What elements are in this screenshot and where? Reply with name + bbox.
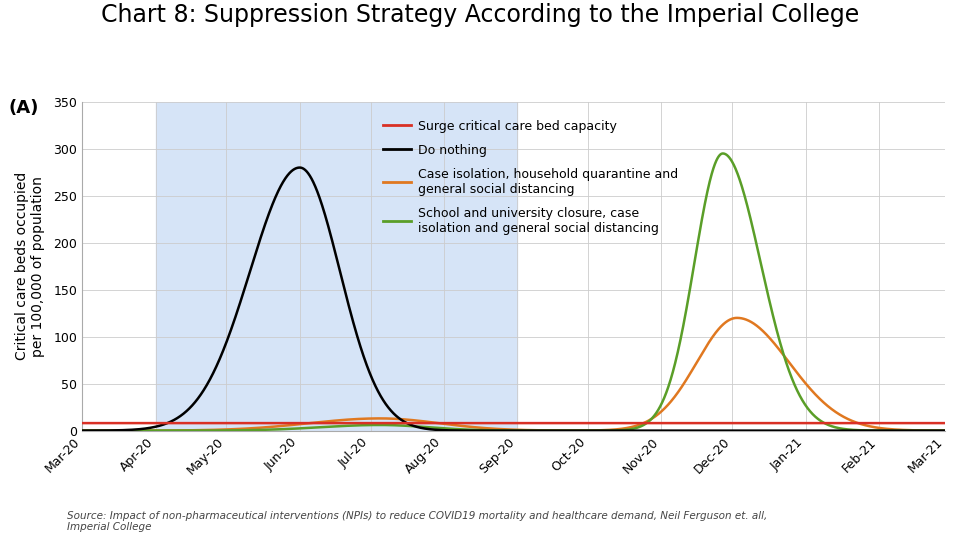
Text: Chart 8: Suppression Strategy According to the Imperial College: Chart 8: Suppression Strategy According … [101,3,859,27]
Bar [156,102,517,431]
Legend: Surge critical care bed capacity, Do nothing, Case isolation, household quaranti: Surge critical care bed capacity, Do not… [378,114,684,240]
Text: Source: Impact of non-pharmaceutical interventions (NPIs) to reduce COVID19 mort: Source: Impact of non-pharmaceutical int… [67,511,767,532]
Y-axis label: Critical care beds occupied
per 100,000 of population: Critical care beds occupied per 100,000 … [15,172,45,361]
Text: (A): (A) [9,98,39,117]
